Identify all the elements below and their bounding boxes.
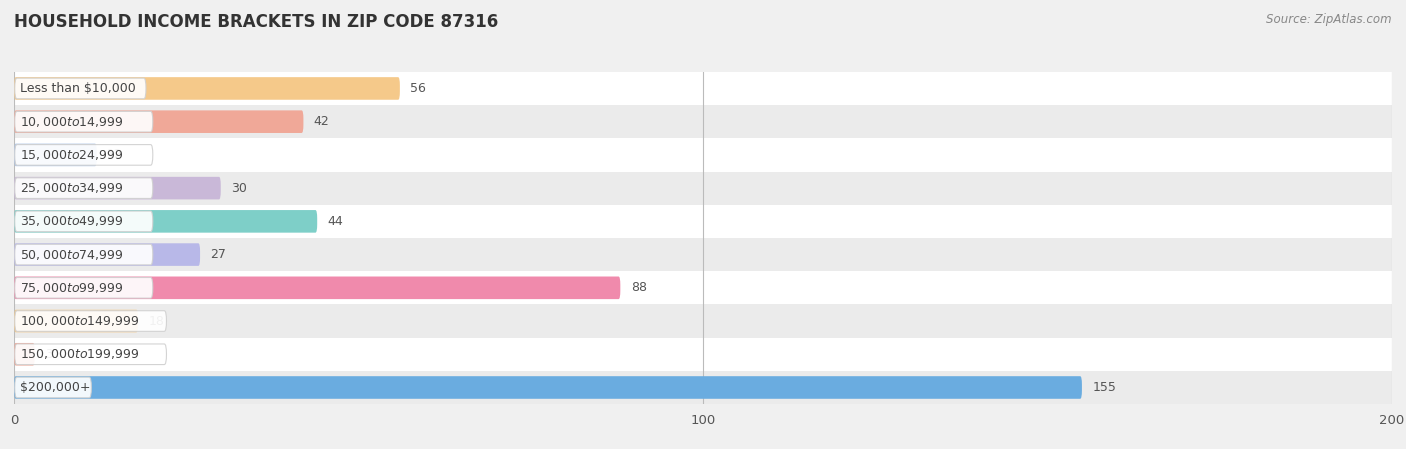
FancyBboxPatch shape (14, 210, 318, 233)
Text: $10,000 to $14,999: $10,000 to $14,999 (20, 114, 124, 129)
Text: 155: 155 (1092, 381, 1116, 394)
Text: $150,000 to $199,999: $150,000 to $199,999 (20, 347, 139, 361)
Text: 18: 18 (149, 315, 165, 327)
Text: $50,000 to $74,999: $50,000 to $74,999 (20, 247, 124, 262)
FancyBboxPatch shape (14, 78, 146, 99)
Text: HOUSEHOLD INCOME BRACKETS IN ZIP CODE 87316: HOUSEHOLD INCOME BRACKETS IN ZIP CODE 87… (14, 13, 498, 31)
FancyBboxPatch shape (14, 178, 153, 198)
FancyBboxPatch shape (14, 144, 97, 166)
Text: $100,000 to $149,999: $100,000 to $149,999 (20, 314, 139, 328)
FancyBboxPatch shape (14, 311, 166, 331)
FancyBboxPatch shape (14, 211, 153, 232)
Text: 56: 56 (411, 82, 426, 95)
Text: $75,000 to $99,999: $75,000 to $99,999 (20, 281, 124, 295)
FancyBboxPatch shape (14, 72, 1392, 105)
Text: 12: 12 (107, 149, 122, 161)
Text: $15,000 to $24,999: $15,000 to $24,999 (20, 148, 124, 162)
FancyBboxPatch shape (14, 310, 138, 332)
FancyBboxPatch shape (14, 205, 1392, 238)
FancyBboxPatch shape (14, 271, 1392, 304)
FancyBboxPatch shape (14, 371, 1392, 404)
FancyBboxPatch shape (14, 244, 153, 265)
FancyBboxPatch shape (14, 344, 166, 365)
Text: 30: 30 (231, 182, 247, 194)
FancyBboxPatch shape (14, 111, 153, 132)
FancyBboxPatch shape (14, 238, 1392, 271)
Text: 88: 88 (631, 282, 647, 294)
FancyBboxPatch shape (14, 343, 35, 365)
FancyBboxPatch shape (14, 177, 221, 199)
Text: $35,000 to $49,999: $35,000 to $49,999 (20, 214, 124, 229)
FancyBboxPatch shape (14, 377, 91, 398)
Text: 42: 42 (314, 115, 329, 128)
Text: 44: 44 (328, 215, 343, 228)
FancyBboxPatch shape (14, 138, 1392, 172)
FancyBboxPatch shape (14, 376, 1083, 399)
Text: Source: ZipAtlas.com: Source: ZipAtlas.com (1267, 13, 1392, 26)
Text: $25,000 to $34,999: $25,000 to $34,999 (20, 181, 124, 195)
FancyBboxPatch shape (14, 277, 153, 298)
Text: $200,000+: $200,000+ (20, 381, 91, 394)
FancyBboxPatch shape (14, 105, 1392, 138)
FancyBboxPatch shape (14, 243, 200, 266)
FancyBboxPatch shape (14, 338, 1392, 371)
FancyBboxPatch shape (14, 172, 1392, 205)
Text: 27: 27 (211, 248, 226, 261)
FancyBboxPatch shape (14, 77, 399, 100)
FancyBboxPatch shape (14, 110, 304, 133)
FancyBboxPatch shape (14, 145, 153, 165)
Text: Less than $10,000: Less than $10,000 (20, 82, 136, 95)
FancyBboxPatch shape (14, 277, 620, 299)
Text: 3: 3 (45, 348, 53, 361)
FancyBboxPatch shape (14, 304, 1392, 338)
